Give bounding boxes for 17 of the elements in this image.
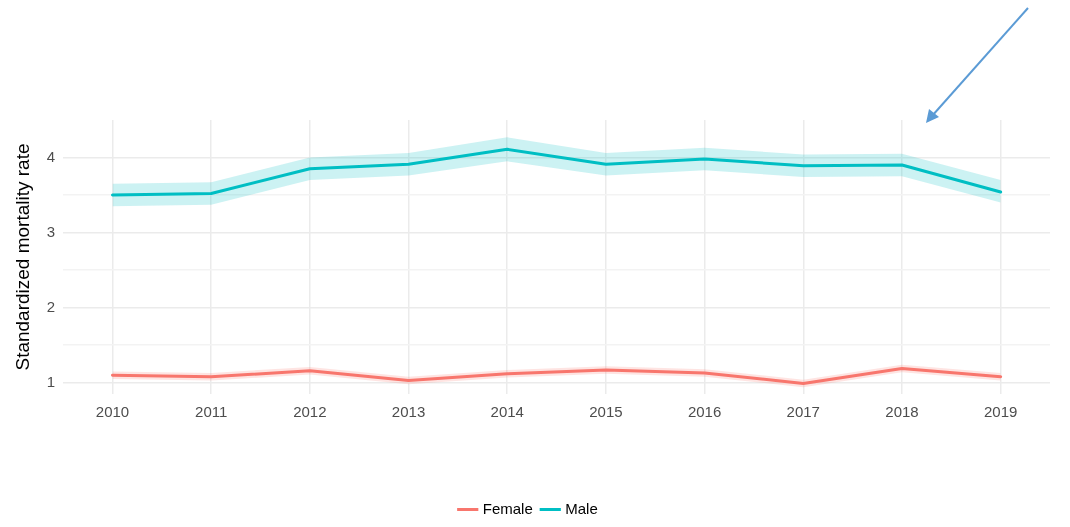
y-tick-label: 1 [46,372,56,390]
y-tick-label: 4 [46,147,56,165]
x-tick-label: 2014 [490,403,524,421]
legend-label: Male [565,499,598,517]
legend-label: Female [482,499,533,517]
x-tick-label: 2010 [95,403,130,421]
x-tick-label: 2018 [885,403,919,421]
y-tick-label: 2 [46,297,56,315]
x-tick-label: 2019 [983,403,1018,421]
x-tick-label: 2012 [293,403,327,421]
x-tick-label: 2013 [391,403,426,421]
y-tick-label: 3 [46,222,56,240]
y-axis-title: Standardized mortality rate [11,143,33,371]
x-tick-label: 2017 [786,403,820,421]
x-tick-label: 2016 [687,403,722,421]
x-tick-label: 2011 [195,403,228,421]
x-tick-label: 2015 [589,403,623,421]
